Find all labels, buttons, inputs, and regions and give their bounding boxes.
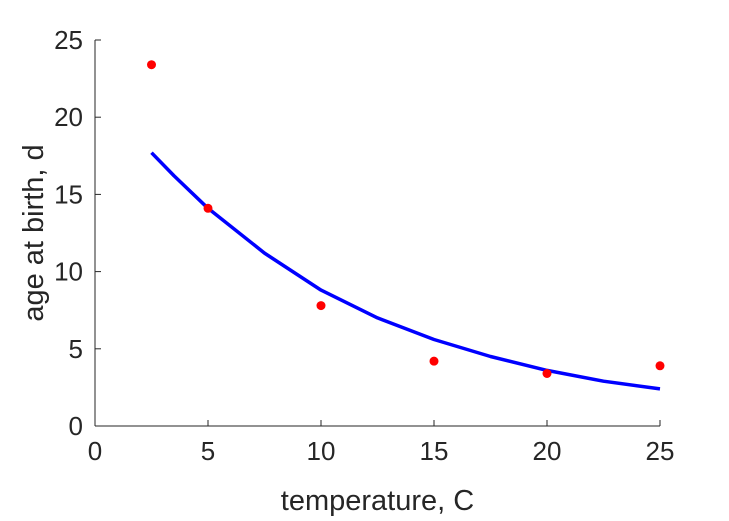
x-tick-label: 15 (420, 436, 449, 466)
x-tick-label: 0 (88, 436, 102, 466)
y-tick-label: 10 (54, 257, 83, 287)
x-tick-label: 10 (307, 436, 336, 466)
plot-area: 0 5 10 15 20 25 0 5 10 15 20 25 (54, 25, 674, 466)
y-tick-label: 25 (54, 25, 83, 55)
y-axis-ticks: 0 5 10 15 20 25 (54, 25, 101, 441)
data-point (147, 60, 156, 70)
data-point (316, 301, 326, 311)
fit-curve-line (150, 151, 661, 391)
data-point (203, 203, 213, 213)
y-axis-label: age at birth, d (18, 144, 50, 321)
x-tick-label: 5 (201, 436, 215, 466)
y-tick-label: 5 (69, 334, 83, 364)
x-axis-label: temperature, C (281, 485, 474, 517)
data-point (429, 356, 439, 366)
y-tick-label: 20 (54, 102, 83, 132)
series-layer (147, 60, 665, 391)
y-tick-label: 0 (69, 411, 83, 441)
x-tick-label: 25 (646, 436, 675, 466)
x-tick-label: 20 (533, 436, 562, 466)
x-axis-ticks: 0 5 10 15 20 25 (88, 420, 675, 466)
data-point (655, 361, 665, 371)
y-tick-label: 15 (54, 179, 83, 209)
data-point (542, 369, 552, 379)
